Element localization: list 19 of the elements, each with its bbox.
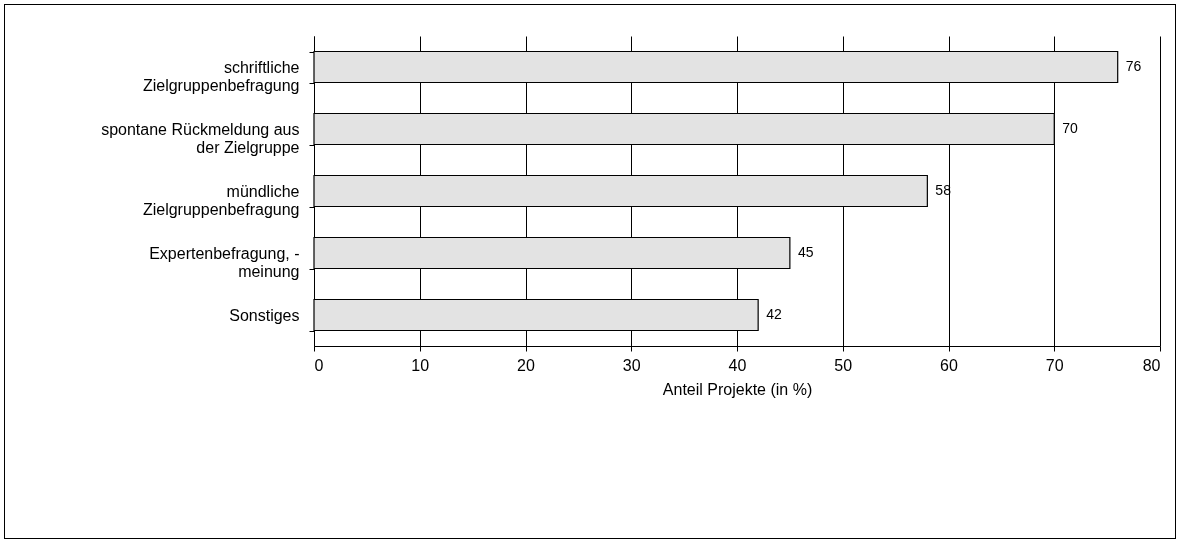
data-label: 70 xyxy=(1062,120,1079,136)
x-tick-label: 0 xyxy=(314,356,324,374)
data-label: 76 xyxy=(1125,58,1142,74)
data-label: 42 xyxy=(766,306,782,322)
x-tick-label: 50 xyxy=(834,356,853,374)
x-tick-label: 20 xyxy=(517,356,535,374)
y-tick-label: spontane Rückmeldung aus der Zielgruppe xyxy=(101,120,300,156)
x-tick-label: 10 xyxy=(411,356,430,374)
y-tick-label: schriftliche Zielgruppenbefragung xyxy=(142,58,300,94)
x-tick-label: 60 xyxy=(940,356,958,374)
y-tick-label: mündliche Zielgruppenbefragung xyxy=(142,182,300,218)
data-label: 45 xyxy=(797,244,814,260)
y-tick-label: Expertenbefragung, - meinung xyxy=(149,244,300,280)
y-tick-label: Sonstiges xyxy=(229,306,300,324)
x-tick-label: 70 xyxy=(1045,356,1064,374)
x-tick-label: 40 xyxy=(728,356,747,374)
x-tick-label: 80 xyxy=(1142,356,1161,374)
x-axis-title: Anteil Projekte (in %) xyxy=(662,380,813,398)
x-tick-label: 30 xyxy=(622,356,641,374)
